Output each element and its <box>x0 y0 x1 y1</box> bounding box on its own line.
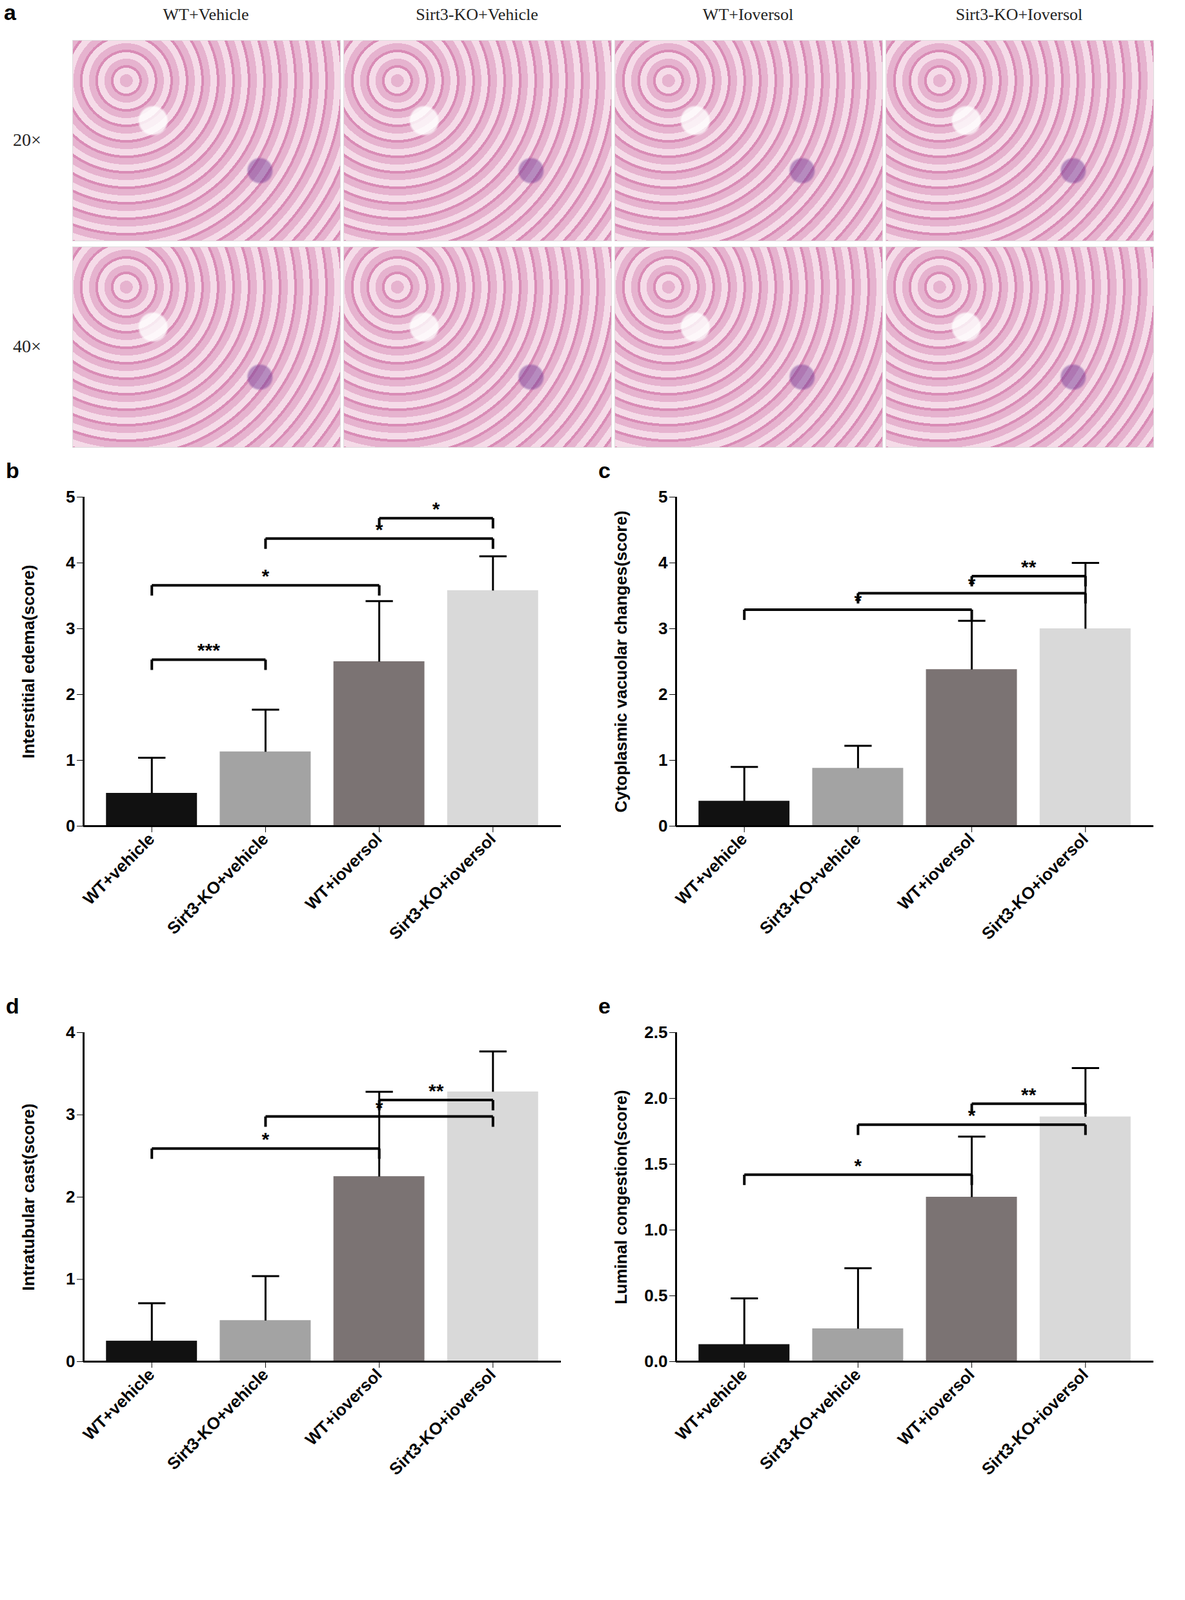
svg-text:Interstitial edema(score): Interstitial edema(score) <box>18 564 39 760</box>
html-text:a: a <box>3 0 17 25</box>
svg-text:*: * <box>375 518 384 541</box>
svg-text:*: * <box>968 573 976 595</box>
svg-text:4: 4 <box>658 553 669 573</box>
svg-text:WT+ioversol: WT+ioversol <box>893 1365 979 1450</box>
svg-text:**: ** <box>428 1080 445 1102</box>
svg-text:4: 4 <box>65 1022 76 1043</box>
svg-text:WT+ioversol: WT+ioversol <box>301 1365 386 1450</box>
html-text:WT+Ioversol: WT+Ioversol <box>702 5 794 24</box>
svg-text:1.0: 1.0 <box>644 1220 668 1240</box>
svg-text:Sirt3-KO+vehicle: Sirt3-KO+vehicle <box>163 1365 273 1475</box>
svg-text:*: * <box>375 1097 384 1119</box>
svg-text:4: 4 <box>65 553 76 573</box>
svg-text:*: * <box>432 498 441 520</box>
svg-text:Sirt3-KO+vehicle: Sirt3-KO+vehicle <box>163 829 273 939</box>
svg-text:0.0: 0.0 <box>644 1352 668 1372</box>
svg-text:Sirt3-KO+ioversol: Sirt3-KO+ioversol <box>385 829 500 944</box>
svg-text:0.5: 0.5 <box>644 1286 668 1306</box>
svg-text:Sirt3-KO+vehicle: Sirt3-KO+vehicle <box>755 829 865 939</box>
svg-text:**: ** <box>1021 556 1037 578</box>
svg-text:0: 0 <box>658 816 668 836</box>
svg-text:*: * <box>262 565 270 587</box>
svg-text:Sirt3-KO+vehicle: Sirt3-KO+vehicle <box>755 1365 865 1475</box>
svg-text:*: * <box>854 1155 863 1177</box>
svg-text:**: ** <box>1021 1084 1037 1106</box>
svg-text:0: 0 <box>65 1352 75 1372</box>
svg-text:Sirt3-KO+ioversol: Sirt3-KO+ioversol <box>977 829 1093 944</box>
svg-text:*: * <box>968 1104 976 1127</box>
svg-text:3: 3 <box>65 618 75 639</box>
svg-text:2: 2 <box>65 1187 75 1207</box>
svg-text:2.0: 2.0 <box>644 1088 668 1109</box>
html-text:c: c <box>598 458 611 483</box>
svg-text:1: 1 <box>658 750 668 770</box>
svg-text:Sirt3-KO+ioversol: Sirt3-KO+ioversol <box>385 1365 500 1480</box>
svg-text:*: * <box>262 1128 270 1151</box>
svg-text:Luminal congestion(score): Luminal congestion(score) <box>611 1090 631 1305</box>
svg-text:WT+ioversol: WT+ioversol <box>893 829 979 914</box>
svg-text:1: 1 <box>65 750 75 770</box>
svg-text:5: 5 <box>658 487 668 507</box>
svg-text:WT+vehicle: WT+vehicle <box>78 1365 159 1445</box>
svg-text:***: *** <box>197 639 221 661</box>
svg-text:2.5: 2.5 <box>644 1022 668 1043</box>
html-text:Sirt3-KO+Vehicle: Sirt3-KO+Vehicle <box>415 5 539 24</box>
svg-text:2: 2 <box>658 684 668 705</box>
svg-text:*: * <box>854 589 863 612</box>
svg-text:WT+ioversol: WT+ioversol <box>301 829 386 914</box>
svg-text:1: 1 <box>65 1269 75 1289</box>
html-text:b: b <box>5 458 20 483</box>
html-text:Sirt3-KO+Ioversol: Sirt3-KO+Ioversol <box>955 5 1083 24</box>
svg-text:1.5: 1.5 <box>644 1154 668 1175</box>
svg-text:0: 0 <box>65 816 75 836</box>
svg-text:WT+vehicle: WT+vehicle <box>78 829 159 909</box>
html-text:WT+Vehicle: WT+Vehicle <box>162 5 249 24</box>
html-text:d: d <box>5 993 20 1019</box>
svg-text:WT+vehicle: WT+vehicle <box>671 1365 751 1445</box>
svg-text:3: 3 <box>658 618 668 639</box>
svg-text:2: 2 <box>65 684 75 705</box>
svg-text:Intratubular cast(score): Intratubular cast(score) <box>18 1103 39 1291</box>
svg-text:3: 3 <box>65 1104 75 1125</box>
svg-text:WT+vehicle: WT+vehicle <box>671 829 751 909</box>
svg-text:Sirt3-KO+ioversol: Sirt3-KO+ioversol <box>977 1365 1093 1480</box>
html-text:20×: 20× <box>12 129 42 150</box>
html-text:e: e <box>598 993 611 1019</box>
svg-text:5: 5 <box>65 487 75 507</box>
svg-text:Cytoplasmic vacuolar changes(s: Cytoplasmic vacuolar changes(score) <box>611 510 631 813</box>
html-text:40×: 40× <box>12 336 42 357</box>
